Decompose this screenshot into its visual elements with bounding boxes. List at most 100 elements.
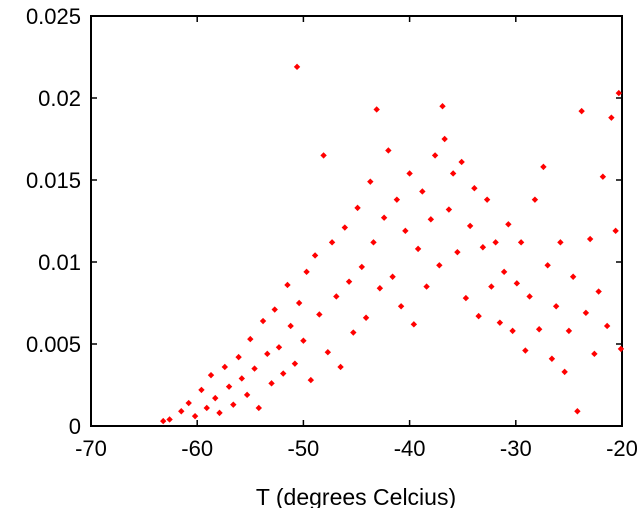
data-point — [295, 299, 303, 307]
data-point — [324, 349, 332, 356]
x-tick-label: -50 — [288, 436, 320, 461]
data-point — [406, 170, 413, 177]
data-point — [410, 321, 418, 328]
data-point — [423, 283, 430, 290]
data-point — [350, 329, 357, 336]
data-point — [522, 347, 529, 354]
data-point — [608, 114, 615, 121]
data-point — [284, 281, 291, 289]
data-point — [439, 103, 446, 110]
x-tick-label: -60 — [181, 436, 213, 461]
x-tick-label: -70 — [75, 436, 107, 461]
data-point — [264, 350, 271, 358]
data-point — [293, 63, 301, 71]
data-point — [203, 404, 210, 412]
data-point — [574, 408, 581, 415]
data-point — [341, 224, 349, 231]
data-point — [367, 178, 374, 185]
x-tick-label: -40 — [394, 436, 426, 461]
data-point — [496, 319, 504, 326]
data-point — [280, 370, 287, 377]
data-point — [337, 363, 344, 371]
data-point — [333, 293, 340, 300]
x-tick-label: -30 — [500, 436, 532, 461]
data-point — [526, 293, 533, 300]
data-point — [475, 312, 482, 320]
data-point — [595, 288, 602, 295]
data-point — [373, 106, 380, 113]
data-point — [287, 322, 294, 330]
data-point — [505, 221, 512, 228]
data-point — [414, 245, 422, 253]
data-point — [431, 152, 439, 159]
data-point — [397, 303, 405, 310]
data-point — [517, 239, 525, 246]
data-point — [389, 273, 396, 280]
data-point — [488, 283, 495, 290]
y-tick-label: 0.015 — [26, 168, 81, 193]
data-point — [358, 263, 366, 271]
data-point — [615, 89, 623, 97]
data-point — [557, 239, 564, 246]
data-point — [225, 383, 233, 390]
data-point — [271, 306, 278, 313]
data-point — [462, 294, 470, 302]
data-point — [238, 375, 246, 382]
y-tick-label: 0.025 — [26, 4, 81, 29]
data-point — [316, 311, 323, 318]
data-points — [160, 63, 625, 425]
data-point — [492, 239, 499, 246]
data-point — [370, 239, 377, 246]
data-point — [160, 417, 167, 425]
data-point — [207, 371, 215, 379]
data-point — [243, 391, 251, 399]
y-tick-label: 0.02 — [38, 86, 81, 111]
data-point — [303, 268, 310, 276]
data-point — [247, 335, 254, 343]
data-point — [230, 401, 237, 408]
y-tick-label: 0.01 — [38, 250, 81, 275]
data-point — [561, 368, 568, 376]
data-point — [599, 173, 607, 180]
data-point — [198, 386, 205, 394]
data-point — [212, 394, 219, 402]
data-point — [548, 355, 556, 362]
data-point — [419, 188, 426, 195]
data-point — [275, 344, 283, 351]
data-point — [441, 135, 448, 143]
data-point — [603, 322, 611, 330]
data-point — [268, 380, 275, 387]
data-point — [454, 248, 461, 256]
data-point — [328, 239, 336, 246]
data-point — [578, 107, 585, 115]
data-point — [540, 163, 547, 171]
data-point — [458, 158, 465, 166]
y-tick-label: 0 — [69, 414, 81, 439]
data-point — [216, 409, 223, 417]
data-point — [445, 206, 453, 213]
data-point — [509, 327, 516, 335]
x-axis-ticks: -70 -60 -50 -40 -30 -20 — [75, 16, 638, 461]
y-axis-ticks: 0 0.005 0.01 0.015 0.02 0.025 — [26, 4, 622, 439]
data-point — [235, 353, 242, 361]
data-point — [617, 345, 625, 353]
y-tick-label: 0.005 — [26, 332, 81, 357]
data-point — [300, 337, 307, 344]
data-point — [376, 285, 384, 292]
data-point — [320, 152, 327, 159]
data-point — [513, 280, 521, 287]
data-point — [251, 365, 258, 372]
data-point — [436, 262, 443, 269]
data-point — [544, 262, 551, 269]
data-point — [380, 214, 388, 221]
data-point — [569, 273, 577, 280]
x-axis-label: T (degrees Celcius) — [256, 484, 456, 508]
data-point — [449, 170, 457, 177]
data-point — [166, 416, 173, 423]
data-point — [385, 147, 392, 154]
x-tick-label: -20 — [606, 436, 638, 461]
data-point — [552, 303, 560, 310]
data-point — [402, 227, 409, 235]
data-point — [393, 196, 401, 203]
